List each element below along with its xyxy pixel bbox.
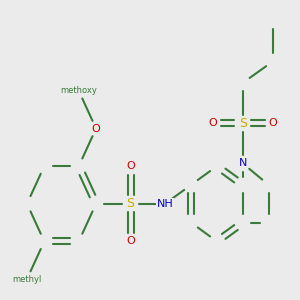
- Text: O: O: [126, 161, 135, 171]
- Text: O: O: [208, 118, 217, 128]
- Text: S: S: [127, 197, 135, 210]
- Text: O: O: [92, 124, 100, 134]
- Text: N: N: [238, 158, 247, 168]
- Text: methoxy: methoxy: [60, 86, 97, 95]
- Text: S: S: [239, 117, 247, 130]
- Text: O: O: [268, 118, 278, 128]
- Text: NH: NH: [157, 199, 173, 209]
- Text: methyl: methyl: [12, 274, 42, 284]
- Text: O: O: [126, 236, 135, 246]
